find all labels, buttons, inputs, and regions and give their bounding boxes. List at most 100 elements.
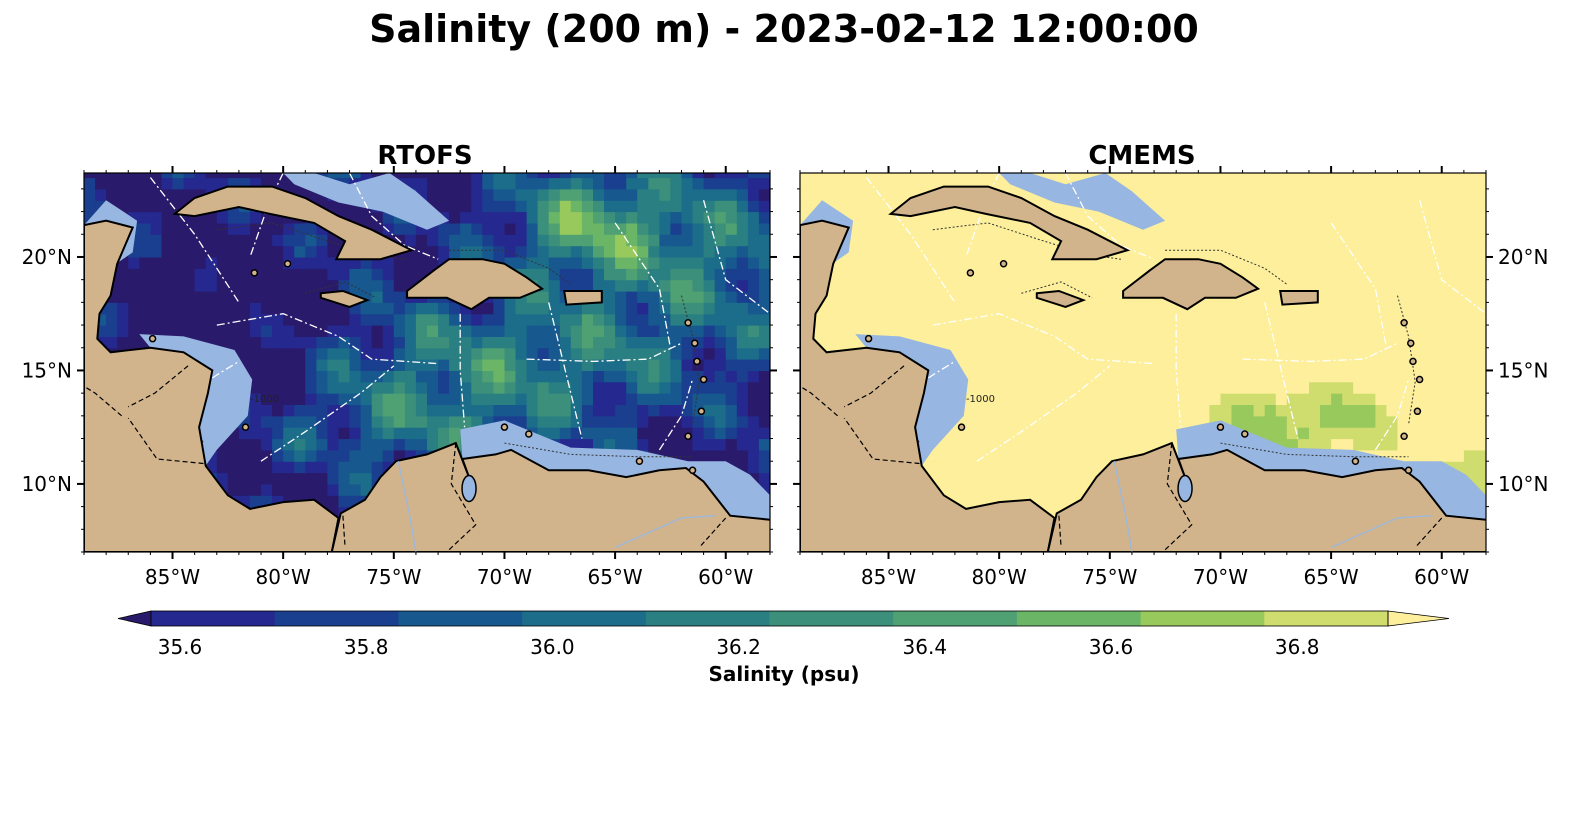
small-island xyxy=(1400,432,1408,441)
colorbar-segment xyxy=(522,611,647,626)
lon-tick-label: 60°W xyxy=(1414,565,1469,589)
land-island xyxy=(319,289,371,308)
isobath-1000m xyxy=(216,222,405,260)
land-island xyxy=(888,185,1131,261)
river xyxy=(1113,461,1133,552)
small-island xyxy=(635,457,644,465)
eez-boundary xyxy=(1374,379,1410,451)
colorbar-outline xyxy=(150,610,1389,627)
lat-tick-label: 10°N xyxy=(1498,472,1548,496)
eez-boundary xyxy=(216,313,439,365)
eez-boundary xyxy=(702,200,770,315)
country-border xyxy=(127,417,204,465)
shallow-shelf xyxy=(1176,420,1486,520)
figure-title: Salinity (200 m) - 2023-02-12 12:00:00 xyxy=(369,7,1199,51)
isobath-1000m xyxy=(504,442,693,458)
lat-tick-label: 15°N xyxy=(1498,358,1548,382)
lon-tick-label: 65°W xyxy=(1303,565,1358,589)
isobath-1000m xyxy=(932,222,1121,260)
shallow-shelf xyxy=(460,420,770,520)
lon-tick-label: 60°W xyxy=(698,565,753,589)
small-island xyxy=(699,375,708,384)
small-island xyxy=(241,423,250,431)
map-frame xyxy=(83,172,771,553)
eez-boundary xyxy=(149,177,240,303)
eez-boundary xyxy=(1264,302,1299,439)
isobath-1000m xyxy=(1165,249,1288,285)
small-island xyxy=(999,260,1008,268)
eez-boundary xyxy=(260,365,395,462)
country-border xyxy=(342,515,346,548)
country-border xyxy=(1058,515,1062,548)
panel-title: RTOFS xyxy=(377,141,472,171)
colorbar-segment xyxy=(1264,611,1389,626)
eez-boundary xyxy=(965,173,1000,258)
land-island xyxy=(1035,289,1087,308)
small-island xyxy=(693,357,701,366)
small-island xyxy=(957,423,966,431)
eez-boundary xyxy=(459,313,466,428)
colorbar-segment xyxy=(398,611,523,626)
small-island xyxy=(684,432,692,441)
eez-boundary xyxy=(249,173,284,258)
land-mainland xyxy=(330,441,770,552)
shallow-shelf xyxy=(999,173,1166,230)
colorbar-segment xyxy=(1140,611,1265,626)
colorbar-tick-label: 36.2 xyxy=(716,635,761,659)
land-mainland xyxy=(1046,441,1486,552)
colorbar-tick-label: 36.8 xyxy=(1275,635,1320,659)
isobath-1000m xyxy=(449,249,572,285)
lon-tick-label: 65°W xyxy=(587,565,642,589)
map-panel-rtofs: -1000 RTOFS 85°W 80°W 75°W 70°W 65°W 60°W 10°N 15… xyxy=(22,141,777,589)
country-border xyxy=(844,365,905,408)
shallow-shelf xyxy=(139,334,253,466)
small-island xyxy=(684,319,692,327)
eez-boundary xyxy=(932,313,1155,365)
isobath-1000m xyxy=(1220,442,1409,458)
land-island xyxy=(1279,290,1319,306)
isobath-1000m xyxy=(305,281,377,299)
small-island xyxy=(525,430,533,438)
colorbar-tick-label: 36.4 xyxy=(903,635,948,659)
colorbar-segment xyxy=(769,611,894,626)
land-island xyxy=(172,185,415,261)
river xyxy=(397,461,417,552)
colorbar-segment xyxy=(274,611,399,626)
country-border xyxy=(1414,517,1443,548)
small-island xyxy=(1400,319,1408,327)
colorbar-segment xyxy=(151,611,276,626)
eez-boundary xyxy=(1175,313,1182,428)
colorbar-tick-label: 36.6 xyxy=(1089,635,1134,659)
colorbar-segment xyxy=(645,611,770,626)
colorbar-tick-label: 35.8 xyxy=(344,635,389,659)
colorbar: 35.6 35.8 36.0 36.2 36.4 36.6 36.8 Salinity (ps… xyxy=(117,610,1450,686)
lat-tick-label: 15°N xyxy=(22,358,72,382)
eez-boundary xyxy=(1418,200,1486,315)
lon-tick-label: 85°W xyxy=(145,565,200,589)
eez-boundary xyxy=(976,365,1111,462)
small-island xyxy=(688,466,697,475)
eez-boundary xyxy=(348,173,439,260)
lon-tick-label: 75°W xyxy=(1082,565,1137,589)
small-island xyxy=(500,423,509,431)
colorbar-tick-label: 36.0 xyxy=(530,635,575,659)
eez-boundary xyxy=(1064,173,1155,260)
lon-tick-label: 80°W xyxy=(972,565,1027,589)
eez-boundary xyxy=(658,379,694,451)
land-island xyxy=(406,258,545,311)
small-island xyxy=(283,260,292,268)
colorbar-extend-high xyxy=(1387,610,1450,627)
small-island xyxy=(250,269,259,277)
small-island xyxy=(1351,457,1360,465)
eez-boundary xyxy=(526,342,682,363)
country-border xyxy=(84,385,122,417)
small-island xyxy=(691,339,699,347)
small-island xyxy=(1407,339,1415,347)
eez-boundary xyxy=(865,177,956,303)
small-island xyxy=(1413,407,1422,416)
land-island xyxy=(1122,258,1261,311)
small-island xyxy=(1216,423,1225,431)
lon-tick-label: 85°W xyxy=(861,565,916,589)
colorbar-segment xyxy=(1016,611,1142,626)
lat-tick-label: 10°N xyxy=(22,472,72,496)
